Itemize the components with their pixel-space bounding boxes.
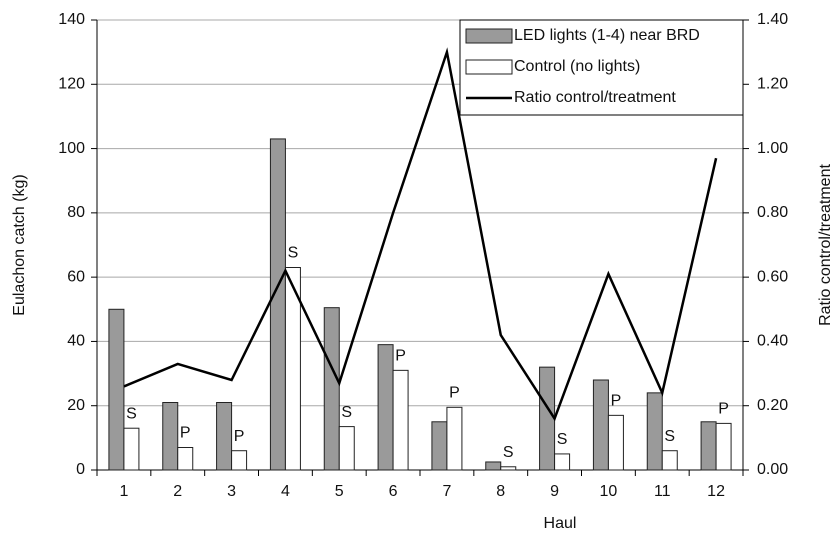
y2-tick-label: 0.60	[757, 268, 788, 285]
x-tick-label: 1	[119, 483, 128, 500]
x-axis-label: Haul	[544, 515, 577, 532]
x-tick-label: 3	[227, 483, 236, 500]
y-tick-label: 60	[67, 268, 85, 285]
bar-annotation: P	[395, 348, 406, 365]
bar	[392, 369, 409, 471]
bar	[323, 307, 340, 471]
bar-annotation: P	[611, 393, 622, 410]
y2-axis-label: Ratio control/treatment	[817, 164, 834, 326]
y2-tick-label: 1.40	[757, 11, 788, 28]
x-tick-label: 5	[335, 483, 344, 500]
y-tick-label: 20	[67, 397, 85, 414]
y2-tick-label: 1.20	[757, 76, 788, 93]
x-tick-label: 2	[173, 483, 182, 500]
x-tick-label: 4	[281, 483, 290, 500]
legend-label: Control (no lights)	[514, 58, 640, 75]
bar-annotation: S	[557, 431, 568, 448]
y-tick-label: 80	[67, 204, 85, 221]
y2-tick-label: 0.40	[757, 333, 788, 350]
bar	[500, 466, 517, 471]
bar-annotation: P	[234, 428, 245, 445]
bar-annotation: S	[341, 404, 352, 421]
legend-swatch	[465, 28, 513, 44]
bar-annotation: S	[503, 444, 514, 461]
bar	[554, 453, 571, 471]
bar	[177, 447, 194, 471]
y2-tick-label: 0.80	[757, 204, 788, 221]
bar	[377, 344, 394, 471]
bar-annotation: P	[180, 425, 191, 442]
y-tick-label: 100	[58, 140, 85, 157]
bar	[123, 427, 140, 471]
bar	[162, 402, 179, 471]
bar	[607, 414, 624, 471]
y-tick-label: 0	[76, 461, 85, 478]
bar	[715, 422, 732, 471]
bar-annotation: S	[126, 405, 137, 422]
bar-annotation: P	[449, 385, 460, 402]
x-tick-label: 8	[496, 483, 505, 500]
bar	[108, 308, 125, 471]
bar	[431, 421, 448, 471]
y-axis-label: Eulachon catch (kg)	[11, 174, 28, 315]
x-tick-label: 12	[707, 483, 725, 500]
bar	[661, 450, 678, 471]
x-tick-label: 6	[389, 483, 398, 500]
bar	[539, 366, 556, 471]
bar	[485, 461, 502, 471]
y-tick-label: 40	[67, 333, 85, 350]
y2-tick-label: 1.00	[757, 140, 788, 157]
bar	[646, 392, 663, 471]
bar-annotation: S	[664, 428, 675, 445]
y2-tick-label: 0.20	[757, 397, 788, 414]
x-tick-label: 10	[600, 483, 618, 500]
x-tick-label: 9	[550, 483, 559, 500]
legend-label: Ratio control/treatment	[514, 89, 676, 106]
bar	[338, 426, 355, 471]
bar	[231, 450, 248, 471]
bar	[284, 267, 301, 471]
bar	[216, 402, 233, 471]
x-tick-label: 7	[442, 483, 451, 500]
ratio-line	[123, 47, 718, 422]
y-tick-label: 120	[58, 76, 85, 93]
bar-annotation: P	[718, 401, 729, 418]
x-tick-label: 11	[654, 483, 671, 500]
y-tick-label: 140	[58, 11, 85, 28]
bar	[446, 406, 463, 471]
bar	[269, 138, 286, 471]
legend-label: LED lights (1-4) near BRD	[514, 27, 700, 44]
legend-swatch	[465, 59, 513, 75]
bar-annotation: S	[288, 245, 299, 262]
bar	[592, 379, 609, 471]
bar	[700, 421, 717, 471]
y2-tick-label: 0.00	[757, 461, 788, 478]
